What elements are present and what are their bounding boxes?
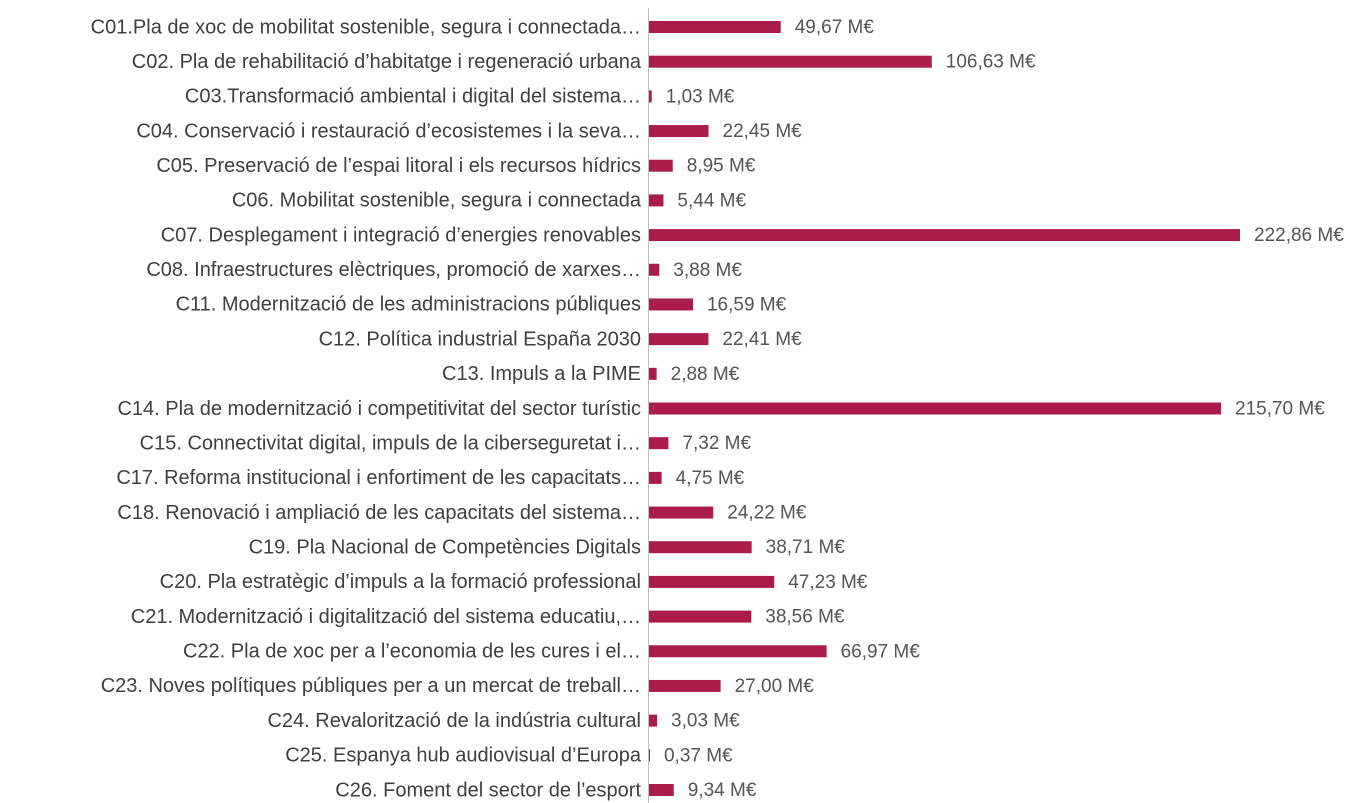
value-label: 215,70 M€ xyxy=(1235,399,1325,420)
category-label: C02. Pla de rehabilitació d’habitatge i … xyxy=(132,51,642,73)
bar xyxy=(649,471,662,484)
category-label: C20. Pla estratègic d’impuls a la formac… xyxy=(160,571,641,593)
bar xyxy=(649,679,721,692)
category-label: C06. Mobilitat sostenible, segura i conn… xyxy=(232,190,642,212)
value-label: 22,41 M€ xyxy=(722,329,802,350)
bar xyxy=(649,263,660,276)
bar xyxy=(649,506,714,519)
category-label: C18. Renovació i ampliació de les capaci… xyxy=(117,502,641,524)
value-label: 0,37 M€ xyxy=(664,745,733,766)
value-label: 1,03 M€ xyxy=(666,86,735,107)
bar xyxy=(649,645,827,658)
value-label: 3,88 M€ xyxy=(673,260,742,281)
category-label: C15. Connectivitat digital, impuls de la… xyxy=(140,432,641,454)
category-label: C04. Conservació i restauració d’ecosist… xyxy=(136,120,641,142)
bar xyxy=(649,367,657,380)
value-label: 5,44 M€ xyxy=(677,190,746,211)
category-label: C03.Transformació ambiental i digital de… xyxy=(185,86,641,108)
value-label: 3,03 M€ xyxy=(671,711,740,732)
value-label: 66,97 M€ xyxy=(841,641,921,662)
category-label: C12. Política industrial España 2030 xyxy=(319,328,641,350)
value-label: 27,00 M€ xyxy=(735,676,815,697)
category-label: C08. Infraestructures elèctriques, promo… xyxy=(146,259,641,281)
category-label: C19. Pla Nacional de Competències Digita… xyxy=(249,537,641,559)
value-label: 222,86 M€ xyxy=(1254,225,1344,246)
value-label: 106,63 M€ xyxy=(946,52,1036,73)
bar xyxy=(649,437,669,450)
value-label: 2,88 M€ xyxy=(671,364,740,385)
bar xyxy=(649,333,709,346)
bar xyxy=(649,90,652,103)
category-label: C23. Noves polítiques públiques per a un… xyxy=(101,675,641,697)
value-label: 38,71 M€ xyxy=(766,537,846,558)
value-label: 9,34 M€ xyxy=(688,780,757,801)
value-label: 38,56 M€ xyxy=(765,607,845,628)
bar xyxy=(649,402,1222,415)
value-label: 22,45 M€ xyxy=(723,121,803,142)
bar xyxy=(649,55,932,68)
value-label: 47,23 M€ xyxy=(788,572,868,593)
category-label: C11. Modernització de les administracion… xyxy=(176,294,641,316)
category-label: C21. Modernització i digitalització del … xyxy=(131,606,641,628)
bar xyxy=(649,749,650,762)
value-label: 7,32 M€ xyxy=(682,433,751,454)
category-label: C05. Preservació de l’espai litoral i el… xyxy=(156,155,641,177)
category-label: C07. Desplegament i integració d’energie… xyxy=(161,224,641,246)
category-label: C14. Pla de modernització i competitivit… xyxy=(117,398,641,420)
value-label: 24,22 M€ xyxy=(727,503,807,524)
value-label: 16,59 M€ xyxy=(707,294,787,315)
bar xyxy=(649,610,752,623)
value-label: 8,95 M€ xyxy=(687,156,756,177)
bar xyxy=(649,125,709,138)
bar xyxy=(649,21,781,33)
category-label: C17. Reforma institucional i enfortiment… xyxy=(116,467,641,489)
bar xyxy=(649,575,775,588)
value-label: 49,67 M€ xyxy=(795,17,875,38)
category-label: C22. Pla de xoc per a l’economia de les … xyxy=(183,641,641,663)
category-label: C25. Espanya hub audiovisual d’Europa xyxy=(285,745,642,767)
bar xyxy=(649,194,664,207)
category-label: C26. Foment del sector de l’esport xyxy=(335,779,641,801)
category-label: C13. Impuls a la PIME xyxy=(442,363,641,385)
bar xyxy=(649,714,658,727)
category-label: C24. Revalorització de la indústria cult… xyxy=(267,710,641,732)
category-label: C01.Pla de xoc de mobilitat sostenible, … xyxy=(91,16,641,38)
value-label: 4,75 M€ xyxy=(676,468,745,489)
bar xyxy=(649,541,752,554)
bar xyxy=(649,784,674,796)
bar xyxy=(649,298,693,311)
bar xyxy=(649,229,1240,242)
bar xyxy=(649,159,673,172)
